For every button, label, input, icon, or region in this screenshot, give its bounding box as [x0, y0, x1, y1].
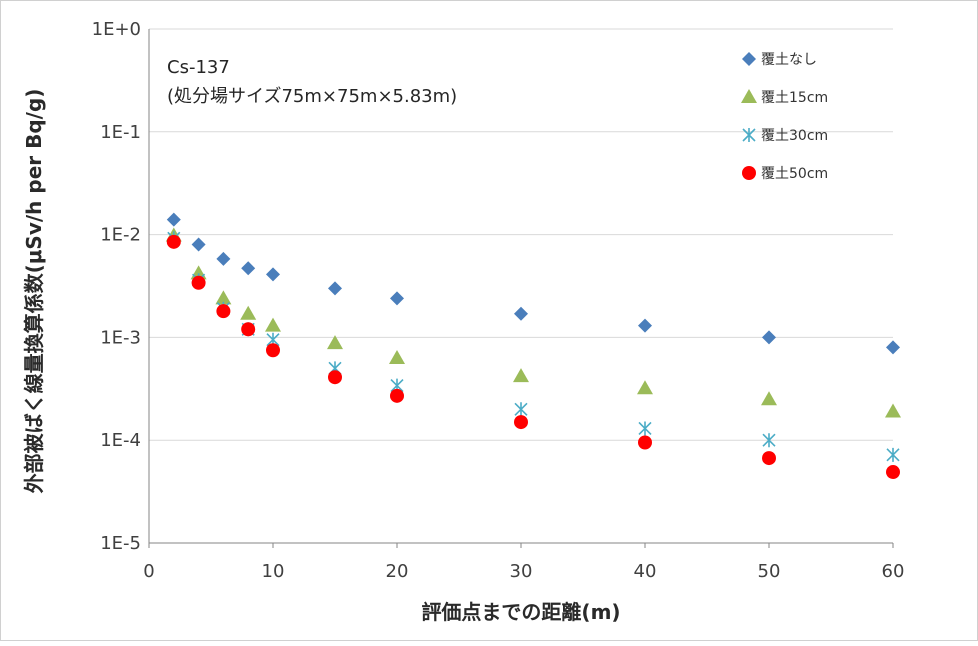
- data-point-series-3: [514, 415, 528, 430]
- y-axis-title: 外部被ばく線量換算係数(μSv/h per Bq/g): [22, 89, 46, 494]
- x-tick-label: 30: [510, 561, 533, 582]
- data-point-series-0: [762, 330, 776, 345]
- data-point-series-3: [390, 388, 404, 403]
- x-tick-label: 60: [882, 561, 905, 582]
- data-point-series-1: [215, 290, 232, 305]
- data-point-series-1: [240, 305, 257, 320]
- data-point-series-0: [514, 306, 528, 321]
- data-point-series-3: [241, 322, 256, 337]
- y-tick-label: 1E-5: [100, 533, 141, 554]
- data-point-series-2: [762, 433, 776, 448]
- data-point-series-2: [514, 402, 528, 417]
- data-point-series-1: [637, 380, 653, 395]
- data-point-series-2: [886, 447, 900, 462]
- x-tick-label: 0: [143, 561, 154, 582]
- y-tick-label: 1E-1: [100, 122, 141, 143]
- data-point-series-0: [166, 212, 181, 227]
- x-tick-label: 50: [758, 561, 781, 582]
- data-point-series-3: [191, 275, 206, 290]
- data-point-series-0: [328, 281, 342, 296]
- legend-marker-1: [741, 89, 757, 103]
- x-tick-label: 40: [634, 561, 657, 582]
- data-points: [165, 212, 901, 480]
- x-tick-labels: 0 10 20 30 40 50 60: [143, 561, 904, 582]
- y-tick-label: 1E-4: [100, 430, 141, 451]
- y-tick-label: 1E-2: [100, 225, 141, 246]
- x-tick-label: 20: [386, 561, 409, 582]
- data-point-series-0: [266, 267, 280, 282]
- legend-label-2: 覆土30cm: [761, 128, 828, 144]
- y-tick-label: 1E+0: [92, 19, 141, 40]
- data-point-series-3: [216, 304, 231, 319]
- data-point-series-1: [761, 391, 777, 406]
- data-point-series-1: [389, 350, 405, 365]
- legend-marker-0: [742, 52, 756, 66]
- legend-marker-3: [742, 166, 756, 180]
- data-point-series-0: [390, 291, 404, 306]
- data-point-series-1: [265, 317, 281, 332]
- data-point-series-1: [885, 403, 901, 418]
- legend-label-1: 覆土15cm: [761, 90, 828, 106]
- legend-marker-2: [742, 128, 756, 142]
- data-point-series-1: [513, 368, 529, 383]
- annotation-line-1: Cs-137: [167, 57, 230, 78]
- data-point-series-3: [166, 234, 181, 249]
- data-point-series-0: [638, 318, 652, 333]
- legend-label-0: 覆土なし: [761, 52, 817, 68]
- data-point-series-3: [266, 343, 280, 358]
- annotation-line-2: (処分場サイズ75m×75m×5.83m): [167, 86, 457, 107]
- x-tick-label: 10: [262, 561, 285, 582]
- x-axis-title: 評価点までの距離(m): [421, 600, 620, 624]
- data-point-series-3: [886, 465, 900, 480]
- data-point-series-0: [216, 251, 231, 266]
- data-point-series-3: [328, 370, 342, 385]
- data-point-series-0: [191, 237, 206, 252]
- y-tick-label: 1E-3: [100, 327, 141, 348]
- legend-label-3: 覆土50cm: [761, 166, 828, 182]
- data-point-series-0: [886, 340, 900, 355]
- data-point-series-1: [327, 335, 343, 350]
- data-point-series-3: [638, 435, 652, 450]
- axes-layer: [148, 29, 894, 548]
- data-point-series-3: [762, 451, 776, 466]
- y-tick-labels: 1E+0 1E-1 1E-2 1E-3 1E-4 1E-5: [92, 19, 141, 554]
- data-point-series-2: [638, 421, 652, 436]
- data-point-series-0: [241, 261, 256, 276]
